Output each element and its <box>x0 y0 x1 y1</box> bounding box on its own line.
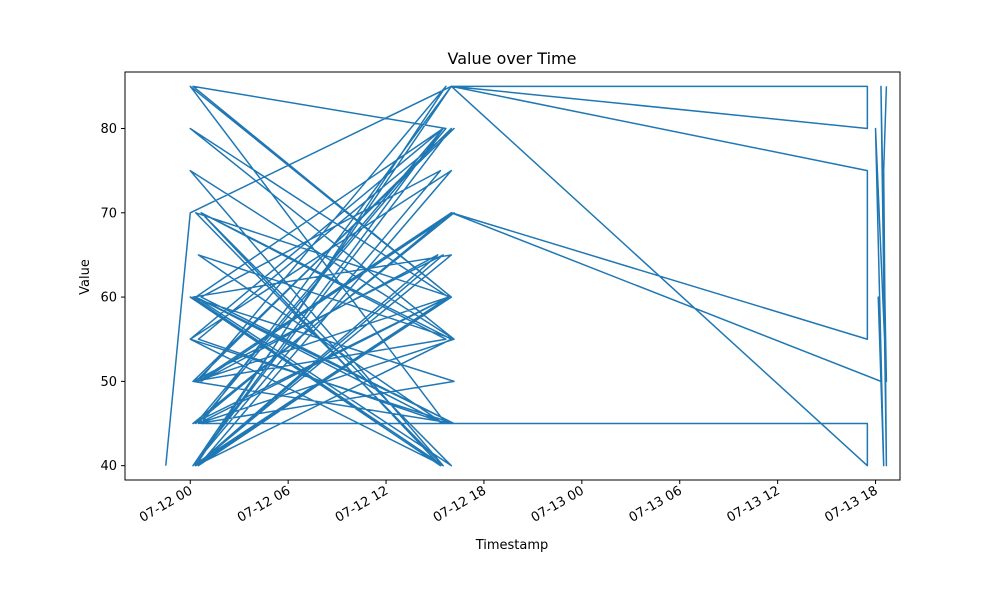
y-tick-label: 80 <box>100 122 117 137</box>
y-tick-label: 70 <box>100 206 117 221</box>
y-tick-label: 40 <box>100 459 117 474</box>
axes-frame <box>124 71 901 481</box>
y-tick-label: 50 <box>100 375 117 390</box>
series-group <box>165 85 888 467</box>
series-line-0 <box>165 85 888 467</box>
plot-area <box>125 72 900 480</box>
y-tick-label: 60 <box>100 291 117 306</box>
axes-group <box>124 71 901 481</box>
chart-title: Value over Time <box>448 49 577 68</box>
y-ticks: 40 50 60 70 80 <box>100 122 125 474</box>
plot-background <box>125 72 900 480</box>
x-axis-label: Timestamp <box>475 538 549 553</box>
y-axis-label: Value <box>78 259 93 295</box>
